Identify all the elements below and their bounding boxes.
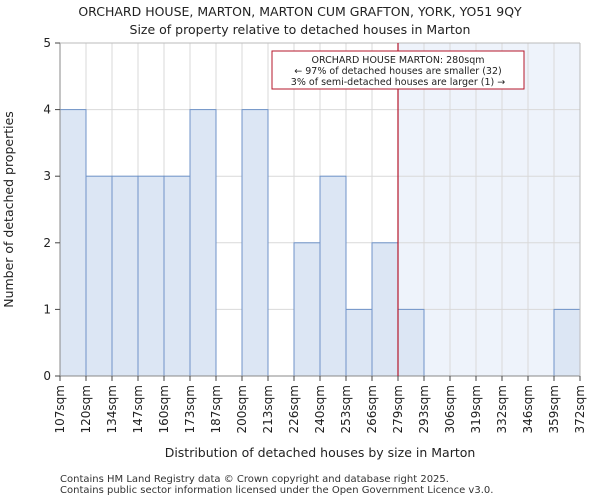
annotation-text: ← 97% of detached houses are smaller (32…: [294, 66, 501, 77]
x-tick-label: 107sqm: [53, 385, 67, 433]
x-tick-label: 187sqm: [209, 385, 223, 433]
histogram-bar: [371, 242, 399, 377]
chart-title: ORCHARD HOUSE, MARTON, MARTON CUM GRAFTO…: [78, 4, 522, 19]
y-tick-label: 5: [43, 36, 51, 50]
footer-line-2: Contains public sector information licen…: [60, 485, 494, 496]
x-tick-label: 372sqm: [573, 385, 587, 433]
histogram-bar: [111, 175, 139, 377]
y-axis-label: Number of detached properties: [1, 111, 16, 308]
chart-subtitle: Size of property relative to detached ho…: [129, 22, 471, 37]
footer-line-1: Contains HM Land Registry data © Crown c…: [60, 474, 449, 485]
histogram-bar: [319, 175, 347, 377]
histogram-bar: [59, 109, 87, 377]
x-tick-label: 240sqm: [313, 385, 327, 433]
x-tick-label: 319sqm: [469, 385, 483, 433]
annotation-box: [271, 50, 525, 90]
x-tick-label: 213sqm: [261, 385, 275, 433]
x-tick-label: 359sqm: [547, 385, 561, 433]
x-tick-label: 306sqm: [443, 385, 457, 433]
y-tick-label: 3: [43, 169, 51, 183]
histogram-bar: [163, 175, 191, 377]
histogram-bar: [397, 308, 425, 377]
histogram-bar: [137, 175, 165, 377]
x-tick-label: 134sqm: [105, 385, 119, 433]
x-tick-label: 253sqm: [339, 385, 353, 433]
histogram-bar: [241, 109, 269, 377]
x-tick-label: 147sqm: [131, 385, 145, 433]
y-tick-label: 2: [43, 236, 51, 250]
x-tick-label: 120sqm: [79, 385, 93, 433]
histogram-bar: [553, 308, 581, 377]
x-tick-label: 173sqm: [183, 385, 197, 433]
x-tick-label: 160sqm: [157, 385, 171, 433]
histogram-bar: [293, 242, 321, 377]
x-tick-label: 346sqm: [521, 385, 535, 433]
y-tick-label: 4: [43, 103, 51, 117]
highlight-region: [398, 43, 580, 376]
annotation-text: 3% of semi-detached houses are larger (1…: [291, 77, 505, 88]
y-tick-label: 0: [43, 369, 51, 383]
histogram-bar: [189, 109, 217, 377]
annotation-text: ORCHARD HOUSE MARTON: 280sqm: [311, 55, 484, 66]
x-tick-label: 279sqm: [391, 385, 405, 433]
x-tick-label: 200sqm: [235, 385, 249, 433]
x-axis-label: Distribution of detached houses by size …: [165, 445, 476, 460]
x-tick-label: 226sqm: [287, 385, 301, 433]
histogram-bar: [85, 175, 113, 377]
x-tick-label: 266sqm: [365, 385, 379, 433]
histogram-bar: [345, 308, 373, 377]
x-tick-label: 332sqm: [495, 385, 509, 433]
x-tick-label: 293sqm: [417, 385, 431, 433]
y-tick-label: 1: [43, 302, 51, 316]
